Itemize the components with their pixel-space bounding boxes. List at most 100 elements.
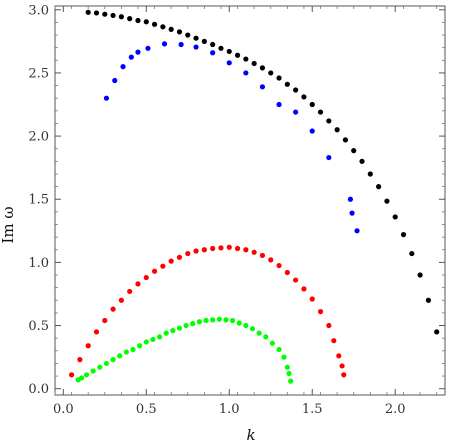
black-series-point	[93, 10, 100, 16]
black-series-point	[251, 60, 257, 67]
green-series-point	[137, 343, 143, 349]
black-series-point	[234, 52, 241, 58]
green-series-point	[229, 317, 236, 324]
red-series-point	[218, 245, 224, 251]
y-tick-label: 0.5	[28, 319, 49, 334]
green-series-point	[236, 320, 242, 326]
blue-series-point	[243, 70, 249, 76]
red-series-point	[276, 262, 282, 269]
green-series-point	[78, 375, 85, 381]
blue-series-point	[161, 41, 168, 47]
y-tick-label: 0.0	[28, 382, 49, 397]
green-series-point	[269, 340, 276, 346]
green-series-point	[263, 334, 269, 340]
red-series-point	[284, 269, 290, 276]
black-series-point	[243, 56, 249, 62]
black-series-point	[160, 24, 166, 30]
black-series-point	[301, 94, 307, 100]
red-series-point	[210, 245, 216, 252]
green-series-point	[117, 353, 123, 359]
black-series-point	[168, 26, 174, 32]
red-series-point	[341, 372, 347, 378]
red-series-point	[143, 274, 149, 281]
black-series-point	[351, 148, 357, 154]
black-series-point	[127, 16, 133, 22]
black-series-point	[226, 48, 232, 55]
black-series-point	[434, 329, 440, 335]
red-series-point	[251, 249, 257, 255]
green-series-point	[210, 317, 216, 323]
blue-series-point	[349, 210, 355, 216]
blue-series-point	[120, 64, 126, 70]
black-series-point	[342, 137, 349, 143]
green-series-point	[170, 327, 176, 334]
y-axis-label: Im ω	[0, 206, 17, 243]
red-series-point	[176, 254, 183, 260]
red-series-point	[135, 281, 141, 287]
blue-series-point	[354, 228, 360, 234]
red-series-point	[309, 296, 315, 302]
green-series-point	[223, 317, 229, 323]
red-series-point	[226, 244, 232, 250]
black-series-point	[102, 11, 108, 17]
black-series-point	[317, 109, 324, 115]
green-series-point	[103, 360, 110, 367]
blue-series-point	[226, 60, 232, 66]
green-series-point	[243, 322, 249, 329]
green-series-point	[143, 339, 149, 345]
red-series-point	[336, 353, 342, 359]
red-series-point	[160, 263, 166, 269]
black-series-point	[151, 21, 158, 27]
blue-series-point	[259, 84, 266, 90]
plot-frame	[54, 5, 446, 396]
blue-series-point	[135, 49, 141, 55]
black-series-point	[425, 297, 432, 303]
red-series-point	[85, 343, 91, 349]
red-series-point	[243, 247, 249, 253]
black-series-point	[326, 118, 332, 124]
black-series-point	[376, 184, 382, 190]
green-series-point	[203, 317, 209, 324]
y-tick-label: 1.0	[28, 256, 49, 271]
axis-ticks: 0.0 0.5 1.0 1.5 2.0 0.0 0.5 1.0 1.5 2.0 2.5 3.0	[28, 3, 445, 417]
blue-series-point	[210, 50, 216, 56]
blue-series-point	[309, 128, 315, 134]
black-series-point	[384, 198, 390, 204]
green-series-point	[156, 334, 163, 340]
green-series-point	[190, 321, 196, 327]
y-tick-label: 2.5	[28, 66, 49, 81]
data-points	[68, 9, 440, 384]
black-series-point	[400, 232, 407, 238]
red-series-point	[151, 268, 158, 274]
black-series-point	[185, 32, 191, 38]
black-series-point	[85, 9, 91, 15]
blue-series-point	[178, 41, 184, 48]
red-series-point	[77, 357, 83, 363]
green-series-point	[90, 368, 96, 374]
y-tick-label: 2.0	[28, 130, 49, 145]
blue-series-point	[326, 154, 332, 161]
green-series-point	[163, 330, 169, 336]
green-series-point	[196, 319, 202, 325]
x-tick-label: 0.0	[53, 402, 74, 417]
green-series-point	[216, 316, 222, 322]
red-series-point	[268, 257, 274, 263]
red-series-point	[317, 309, 324, 315]
red-series-point	[168, 258, 174, 264]
black-series-point	[201, 38, 207, 44]
green-series-point	[249, 326, 256, 332]
green-series-point	[150, 336, 156, 343]
y-tick-label: 1.5	[28, 193, 49, 208]
red-series-point	[201, 247, 207, 253]
x-tick-label: 0.5	[136, 402, 157, 417]
black-series-point	[284, 81, 290, 87]
black-series-point	[193, 35, 199, 41]
green-series-point	[288, 378, 294, 384]
black-series-point	[268, 70, 274, 76]
red-series-point	[127, 288, 133, 295]
red-series-point	[93, 329, 100, 335]
red-series-point	[102, 317, 108, 324]
x-tick-label: 1.5	[302, 402, 323, 417]
blue-series-point	[112, 77, 118, 84]
red-series-point	[259, 252, 266, 259]
